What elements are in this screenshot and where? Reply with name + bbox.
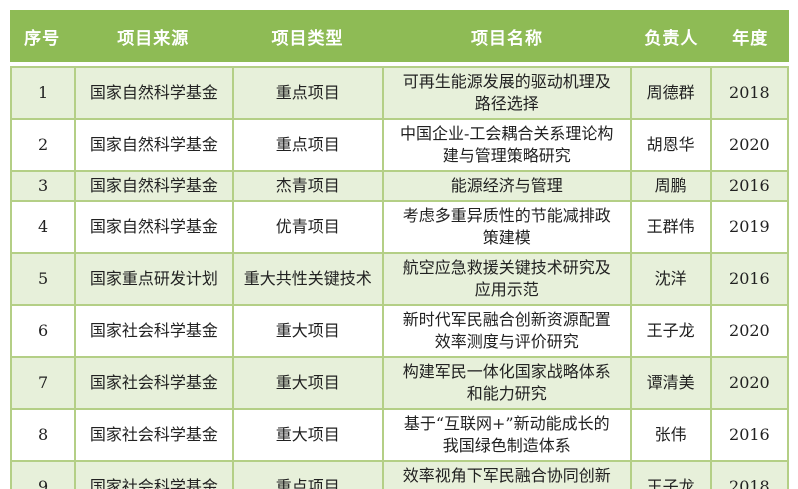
cell-year: 2016 (709, 170, 790, 202)
cell-project-type: 重大项目 (231, 408, 384, 462)
cell-leader: 王子龙 (629, 460, 712, 489)
cell-project-name: 考虑多重异质性的节能减排政策建模 (381, 200, 632, 254)
cell-year: 2016 (709, 408, 790, 462)
cell-project-name: 中国企业-工会耦合关系理论构建与管理策略研究 (381, 118, 632, 172)
cell-serial-number: 7 (9, 356, 77, 410)
header-project-type: 项目类型 (271, 28, 344, 49)
cell-project-type: 重大项目 (231, 356, 384, 410)
cell-leader: 王群伟 (629, 200, 712, 254)
cell-project-source: 国家自然科学基金 (74, 170, 234, 202)
cell-leader: 胡恩华 (629, 118, 712, 172)
cell-year: 2018 (709, 460, 790, 489)
header-project-source: 项目来源 (117, 28, 190, 49)
table-row: 6 国家社会科学基金 重大项目 新时代军民融合创新资源配置效率测度与评价研究 王… (9, 304, 790, 358)
cell-serial-number: 3 (9, 170, 77, 202)
cell-project-type: 重点项目 (231, 460, 384, 489)
cell-year: 2019 (709, 200, 790, 254)
projects-table: 1 国家自然科学基金 重点项目 可再生能源发展的驱动机理及路径选择 周德群 20… (9, 66, 790, 489)
cell-project-type: 重点项目 (231, 118, 384, 172)
cell-serial-number: 5 (9, 252, 77, 306)
cell-project-name: 基于“互联网+”新动能成长的我国绿色制造体系 (381, 408, 632, 462)
header-leader: 负责人 (644, 28, 699, 49)
cell-project-name: 效率视角下军民融合协同创新实现机制研究 (381, 460, 632, 489)
cell-year: 2020 (709, 304, 790, 358)
cell-project-source: 国家社会科学基金 (74, 356, 234, 410)
table-row: 3 国家自然科学基金 杰青项目 能源经济与管理 周鹏 2016 (9, 170, 790, 202)
cell-project-type: 重点项目 (231, 66, 384, 120)
cell-project-source: 国家社会科学基金 (74, 408, 234, 462)
cell-leader: 王子龙 (629, 304, 712, 358)
table-row: 2 国家自然科学基金 重点项目 中国企业-工会耦合关系理论构建与管理策略研究 胡… (9, 118, 790, 172)
table-row: 4 国家自然科学基金 优青项目 考虑多重异质性的节能减排政策建模 王群伟 201… (9, 200, 790, 254)
cell-project-source: 国家社会科学基金 (74, 460, 234, 489)
cell-year: 2016 (709, 252, 790, 306)
cell-project-name: 构建军民一体化国家战略体系和能力研究 (381, 356, 632, 410)
cell-serial-number: 4 (9, 200, 77, 254)
cell-leader: 沈洋 (629, 252, 712, 306)
cell-project-type: 重大共性关键技术 (231, 252, 384, 306)
table-row: 9 国家社会科学基金 重点项目 效率视角下军民融合协同创新实现机制研究 王子龙 … (9, 460, 790, 489)
cell-project-name: 新时代军民融合创新资源配置效率测度与评价研究 (381, 304, 632, 358)
table-row: 7 国家社会科学基金 重大项目 构建军民一体化国家战略体系和能力研究 谭清美 2… (9, 356, 790, 410)
table-header-row: 序号 项目来源 项目类型 项目名称 负责人 年度 (10, 10, 789, 62)
cell-year: 2020 (709, 356, 790, 410)
cell-project-name: 可再生能源发展的驱动机理及路径选择 (381, 66, 632, 120)
cell-project-source: 国家社会科学基金 (74, 304, 234, 358)
cell-project-source: 国家自然科学基金 (74, 200, 234, 254)
cell-year: 2018 (709, 66, 790, 120)
cell-serial-number: 2 (9, 118, 77, 172)
cell-project-type: 优青项目 (231, 200, 384, 254)
cell-leader: 周德群 (629, 66, 712, 120)
cell-project-type: 重大项目 (231, 304, 384, 358)
cell-project-name: 能源经济与管理 (381, 170, 632, 202)
cell-serial-number: 9 (9, 460, 77, 489)
cell-leader: 谭清美 (629, 356, 712, 410)
cell-project-name: 航空应急救援关键技术研究及应用示范 (381, 252, 632, 306)
cell-project-source: 国家自然科学基金 (74, 118, 234, 172)
table-row: 5 国家重点研发计划 重大共性关键技术 航空应急救援关键技术研究及应用示范 沈洋… (9, 252, 790, 306)
table-row: 1 国家自然科学基金 重点项目 可再生能源发展的驱动机理及路径选择 周德群 20… (9, 66, 790, 120)
cell-year: 2020 (709, 118, 790, 172)
cell-serial-number: 8 (9, 408, 77, 462)
cell-project-source: 国家重点研发计划 (74, 252, 234, 306)
table-row: 8 国家社会科学基金 重大项目 基于“互联网+”新动能成长的我国绿色制造体系 张… (9, 408, 790, 462)
cell-serial-number: 1 (9, 66, 77, 120)
cell-serial-number: 6 (9, 304, 77, 358)
cell-leader: 周鹏 (629, 170, 712, 202)
cell-project-source: 国家自然科学基金 (74, 66, 234, 120)
cell-project-type: 杰青项目 (231, 170, 384, 202)
header-project-name: 项目名称 (471, 28, 544, 49)
cell-leader: 张伟 (629, 408, 712, 462)
header-serial-number: 序号 (24, 28, 61, 49)
header-year: 年度 (732, 28, 769, 49)
